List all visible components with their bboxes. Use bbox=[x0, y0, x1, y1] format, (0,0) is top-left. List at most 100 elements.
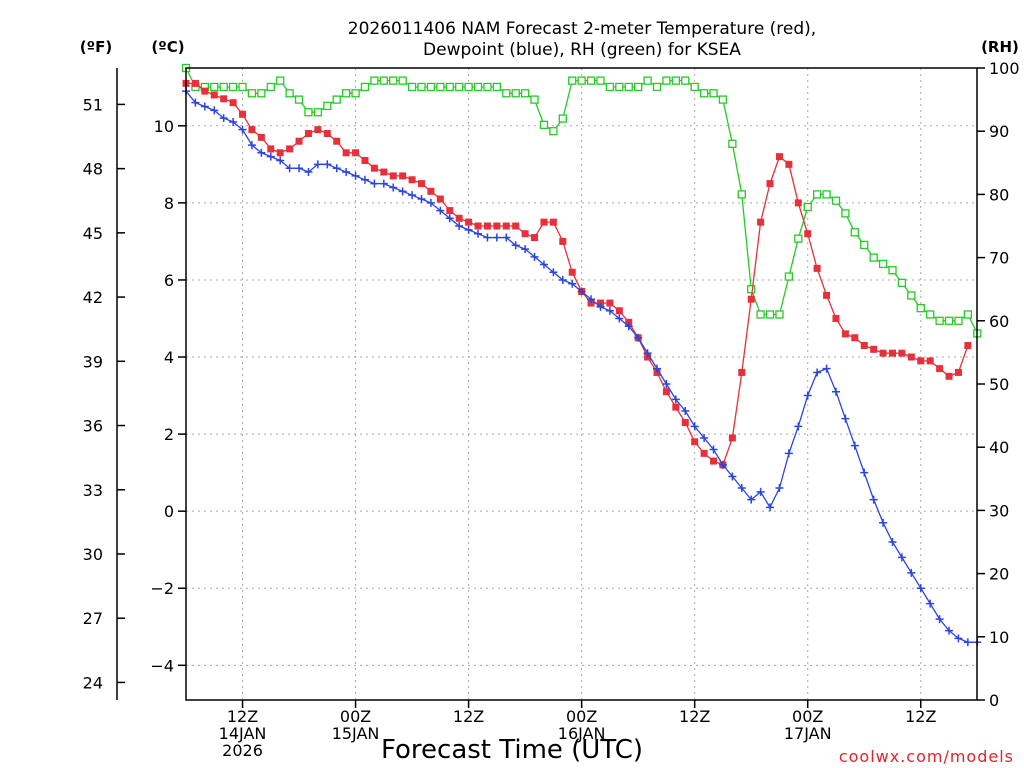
dewpoint-point bbox=[803, 391, 812, 400]
dewpoint-point bbox=[200, 102, 209, 111]
dewpoint-point bbox=[266, 152, 275, 161]
2-meter-temperature-point bbox=[493, 222, 501, 230]
rh-point bbox=[417, 82, 426, 92]
time-tick-label: 00Z bbox=[792, 707, 823, 726]
dewpoint-point bbox=[323, 160, 332, 169]
rh-point bbox=[276, 76, 285, 85]
dewpoint-point bbox=[304, 168, 313, 177]
dewpoint-point bbox=[879, 518, 888, 527]
rh-point bbox=[426, 82, 436, 92]
rh-point bbox=[568, 76, 577, 85]
2-meter-temperature-point bbox=[267, 145, 275, 153]
2-meter-temperature-point bbox=[700, 449, 708, 457]
dewpoint-point bbox=[257, 148, 266, 157]
dewpoint-point bbox=[398, 187, 407, 196]
2-meter-temperature-point bbox=[681, 419, 689, 427]
2-meter-temperature-point bbox=[455, 214, 463, 222]
dewpoint-point bbox=[539, 260, 548, 269]
dewpoint-point bbox=[577, 287, 586, 296]
rh-point bbox=[596, 76, 605, 85]
time-tick-label: 17JAN bbox=[784, 724, 832, 743]
rh-point bbox=[756, 310, 765, 319]
dewpoint-point bbox=[492, 233, 501, 242]
dewpoint-point bbox=[756, 487, 765, 496]
2-meter-temperature-point bbox=[220, 95, 228, 103]
2-meter-temperature-point bbox=[248, 126, 256, 134]
rh-point bbox=[954, 316, 963, 325]
rh-point bbox=[247, 89, 257, 98]
rh-tick-label: 40 bbox=[989, 438, 1009, 457]
2-meter-temperature-point bbox=[286, 145, 294, 153]
dewpoint-point bbox=[191, 98, 200, 107]
x-axis-title: Forecast Time (UTC) bbox=[381, 735, 643, 765]
celsius-tick-label: 2 bbox=[164, 425, 174, 444]
dewpoint-point bbox=[351, 171, 360, 180]
2-meter-temperature-point bbox=[446, 207, 454, 215]
dewpoint-point bbox=[370, 179, 379, 188]
2-meter-temperature-point bbox=[870, 345, 878, 353]
rh-point bbox=[860, 240, 869, 250]
rh-tick-label: 50 bbox=[989, 375, 1009, 394]
2-meter-temperature-point bbox=[352, 149, 360, 157]
dewpoint-point bbox=[671, 395, 680, 404]
dewpoint-point bbox=[653, 364, 661, 373]
celsius-tick-label: −2 bbox=[150, 579, 174, 598]
fahrenheit-tick-label: 42 bbox=[83, 288, 103, 307]
rh-point bbox=[615, 82, 624, 92]
fahrenheit-tick-label: 36 bbox=[83, 417, 103, 436]
rh-tick-label: 80 bbox=[989, 185, 1009, 204]
2-meter-temperature-point bbox=[794, 199, 802, 207]
2-meter-temperature-point bbox=[804, 230, 812, 238]
dewpoint-point bbox=[568, 279, 577, 288]
2-meter-temperature-point bbox=[323, 130, 331, 138]
dewpoint-point bbox=[408, 191, 417, 200]
2-meter-temperature-point bbox=[342, 149, 350, 157]
celsius-tick-label: 8 bbox=[164, 194, 174, 213]
dewpoint-point bbox=[766, 503, 775, 512]
rh-point bbox=[558, 114, 567, 123]
dewpoint-point bbox=[445, 214, 454, 223]
2-meter-temperature-point bbox=[954, 368, 962, 376]
source-credit: coolwx.com/models bbox=[839, 747, 1014, 766]
2-meter-temperature-point bbox=[964, 341, 972, 349]
2-meter-temperature-point bbox=[257, 133, 265, 141]
dewpoint-point bbox=[963, 638, 972, 647]
rh-point bbox=[586, 76, 596, 85]
2-meter-temperature-point bbox=[370, 164, 378, 172]
gridlines bbox=[186, 68, 977, 700]
rh-point bbox=[407, 82, 417, 92]
dewpoint-point bbox=[634, 333, 643, 342]
dewpoint-point bbox=[426, 198, 435, 207]
2-meter-temperature-point bbox=[775, 153, 783, 161]
rh-point bbox=[916, 304, 925, 313]
fahrenheit-tick-label: 24 bbox=[83, 673, 103, 692]
fahrenheit-tick-label: 48 bbox=[83, 160, 103, 179]
dewpoint-point bbox=[700, 433, 709, 442]
rh-point bbox=[831, 196, 841, 205]
rh-point bbox=[841, 209, 850, 218]
rh-point bbox=[304, 108, 313, 117]
rh-point bbox=[822, 190, 831, 199]
2-meter-temperature-point bbox=[710, 457, 718, 465]
rh-point bbox=[266, 82, 275, 92]
rh-point bbox=[436, 82, 445, 92]
2-meter-temperature-point bbox=[907, 353, 915, 361]
dewpoint-point bbox=[587, 295, 596, 304]
dewpoint-point bbox=[219, 114, 228, 123]
time-tick-label: 14JAN bbox=[219, 724, 267, 743]
rh-point bbox=[464, 82, 473, 92]
rh-point bbox=[935, 316, 944, 325]
2-meter-temperature-point bbox=[691, 438, 699, 446]
rh-tick-label: 90 bbox=[989, 122, 1009, 141]
2-meter-temperature-point bbox=[304, 130, 312, 138]
dewpoint-point bbox=[907, 568, 916, 577]
rh-point bbox=[747, 285, 756, 294]
dewpoint-point bbox=[662, 380, 671, 388]
dewpoint-point bbox=[747, 495, 756, 504]
dewpoint-point bbox=[313, 160, 322, 169]
dewpoint-point bbox=[483, 233, 492, 242]
rh-point bbox=[379, 76, 388, 85]
2-meter-temperature-point bbox=[568, 268, 576, 276]
2-meter-temperature-point bbox=[785, 160, 793, 168]
celsius-tick-label: 6 bbox=[164, 271, 174, 290]
